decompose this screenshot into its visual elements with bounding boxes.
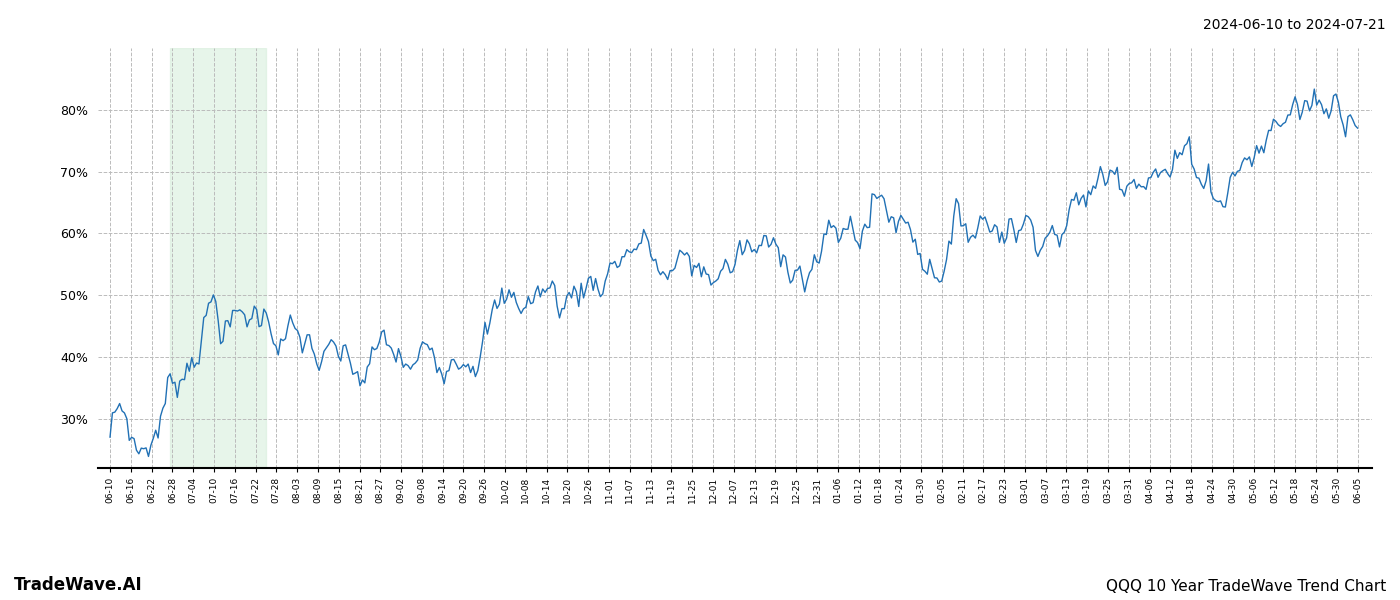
Text: 2024-06-10 to 2024-07-21: 2024-06-10 to 2024-07-21	[1204, 18, 1386, 32]
Text: TradeWave.AI: TradeWave.AI	[14, 576, 143, 594]
Text: QQQ 10 Year TradeWave Trend Chart: QQQ 10 Year TradeWave Trend Chart	[1106, 579, 1386, 594]
Bar	[169, 48, 266, 468]
